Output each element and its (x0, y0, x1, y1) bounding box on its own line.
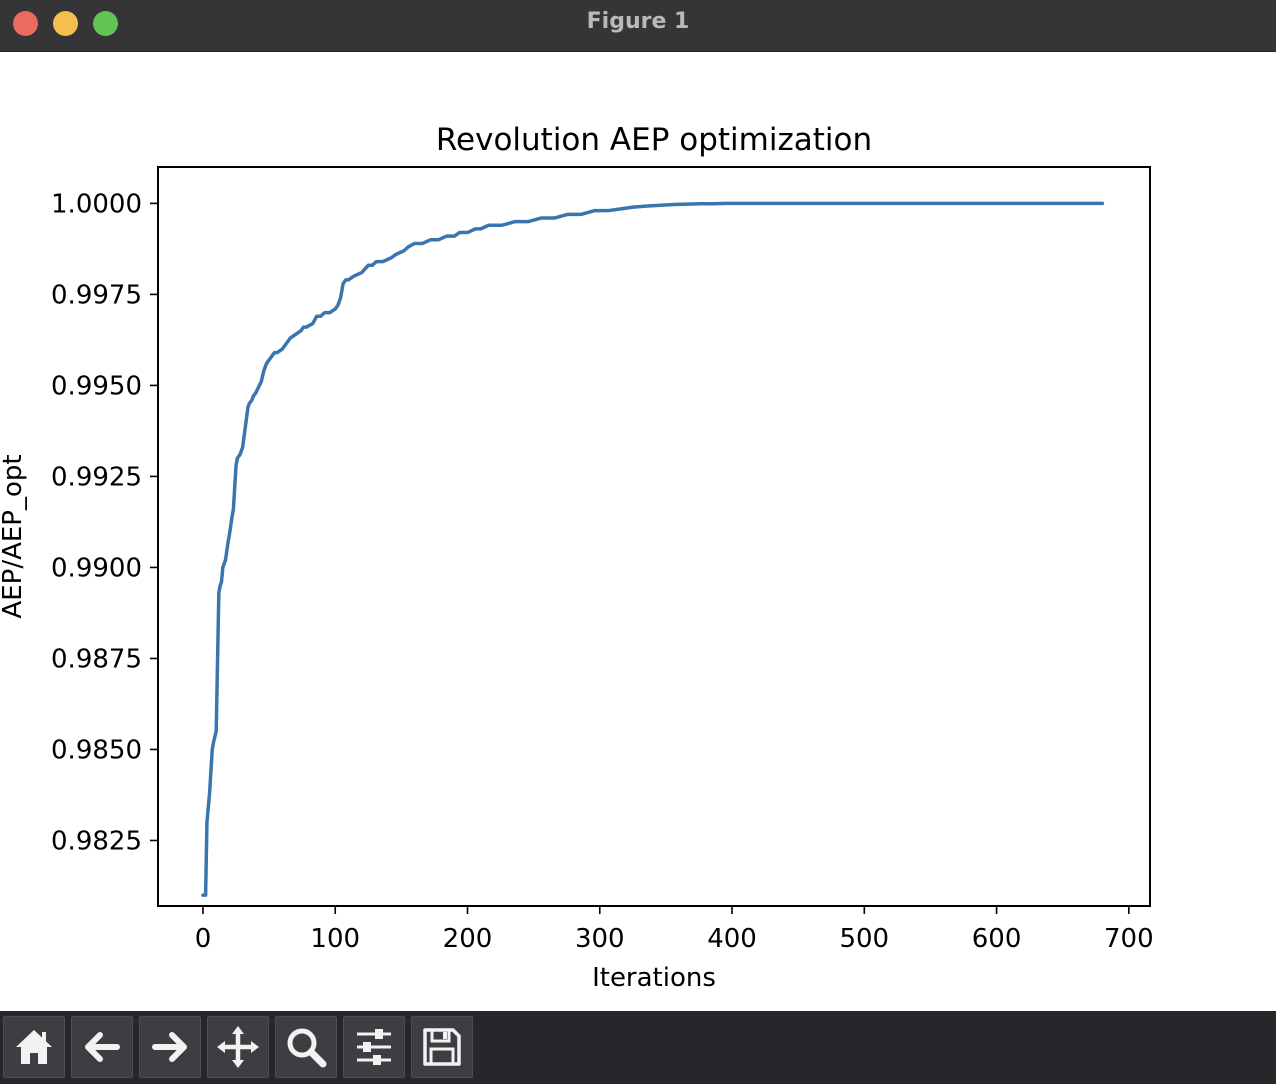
x-axis-label: Iterations (592, 963, 716, 993)
save-button[interactable] (411, 1016, 473, 1078)
forward-button[interactable] (139, 1016, 201, 1078)
window-minimize-button[interactable] (53, 11, 78, 36)
window-zoom-button[interactable] (93, 11, 118, 36)
back-arrow-icon (85, 1032, 120, 1062)
x-tick-label: 700 (1104, 924, 1154, 954)
x-tick-label: 600 (972, 924, 1022, 954)
plot-frame (157, 166, 1151, 907)
y-tick-label: 0.9850 (51, 735, 142, 765)
y-tick-label: 0.9925 (51, 462, 142, 492)
y-tick-label: 1.0000 (51, 189, 142, 219)
line-chart: Revolution AEP optimization 0 100 200 300 400… (0, 122, 1154, 993)
x-tick-label: 100 (310, 924, 360, 954)
pan-button[interactable] (207, 1016, 269, 1078)
zoom-icon (287, 1028, 327, 1068)
pan-icon (217, 1026, 259, 1068)
window-title: Figure 1 (586, 9, 690, 34)
y-tick-label: 0.9825 (51, 826, 142, 856)
data-series-line (201, 201, 1105, 897)
y-tick-label: 0.9975 (51, 280, 142, 310)
chart-title: Revolution AEP optimization (436, 122, 872, 158)
x-tick-label: 300 (575, 924, 625, 954)
figure-canvas[interactable]: Revolution AEP optimization 0 100 200 300 400… (0, 53, 1276, 1011)
home-button[interactable] (3, 1016, 65, 1078)
y-tick-label: 0.9900 (51, 553, 142, 583)
forward-arrow-icon (152, 1032, 187, 1062)
navigation-toolbar (0, 1011, 1276, 1084)
configure-subplots-button[interactable] (343, 1016, 405, 1078)
window-close-button[interactable] (13, 11, 38, 36)
x-tick-label: 400 (707, 924, 757, 954)
x-tick-label: 0 (195, 924, 212, 954)
y-axis-label: AEP/AEP_opt (0, 454, 28, 618)
back-button[interactable] (71, 1016, 133, 1078)
window-titlebar: Figure 1 (0, 0, 1276, 52)
configure-subplots-icon (357, 1029, 391, 1065)
x-tick-label: 500 (839, 924, 889, 954)
x-tick-label: 200 (443, 924, 493, 954)
home-icon (16, 1030, 52, 1064)
save-icon (423, 1028, 461, 1066)
zoom-button[interactable] (275, 1016, 337, 1078)
y-tick-label: 0.9950 (51, 371, 142, 401)
y-tick-label: 0.9875 (51, 644, 142, 674)
